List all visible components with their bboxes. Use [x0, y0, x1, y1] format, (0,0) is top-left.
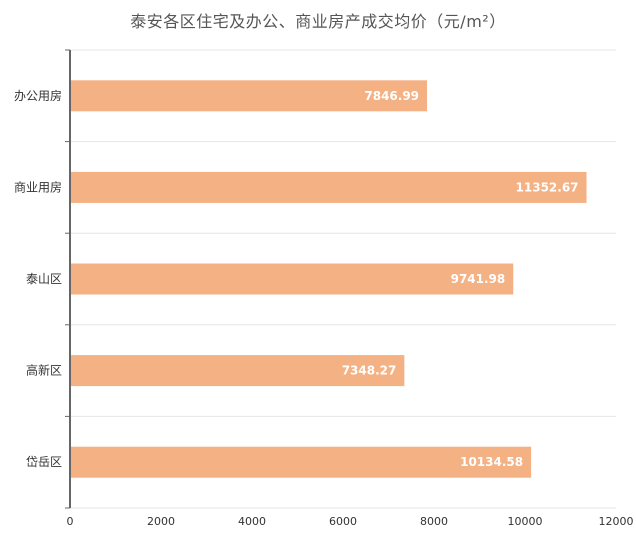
- x-tick-label: 10000: [508, 515, 543, 528]
- chart-title: 泰安各区住宅及办公、商业房产成交均价（元/m²）: [130, 12, 506, 31]
- x-tick-label: 12000: [599, 515, 634, 528]
- category-label: 商业用房: [14, 179, 62, 194]
- value-label: 7348.27: [342, 364, 397, 378]
- category-label: 岱岳区: [26, 455, 62, 469]
- bar-1: [70, 171, 587, 203]
- x-tick-label: 2000: [147, 515, 175, 528]
- x-tick-label: 8000: [420, 515, 448, 528]
- value-label: 9741.98: [451, 272, 506, 286]
- category-label: 办公用房: [14, 88, 62, 103]
- bar-4: [70, 446, 532, 478]
- bar-2: [70, 263, 514, 295]
- category-label: 高新区: [26, 363, 62, 378]
- value-label: 10134.58: [460, 455, 523, 469]
- value-label: 7846.99: [364, 89, 419, 103]
- bar-3: [70, 355, 405, 387]
- value-label: 11352.67: [516, 180, 579, 194]
- category-label: 泰山区: [26, 272, 62, 286]
- x-tick-label: 0: [67, 515, 74, 528]
- x-tick-label: 6000: [329, 515, 357, 528]
- x-tick-label: 4000: [238, 515, 266, 528]
- bar-0: [70, 80, 428, 112]
